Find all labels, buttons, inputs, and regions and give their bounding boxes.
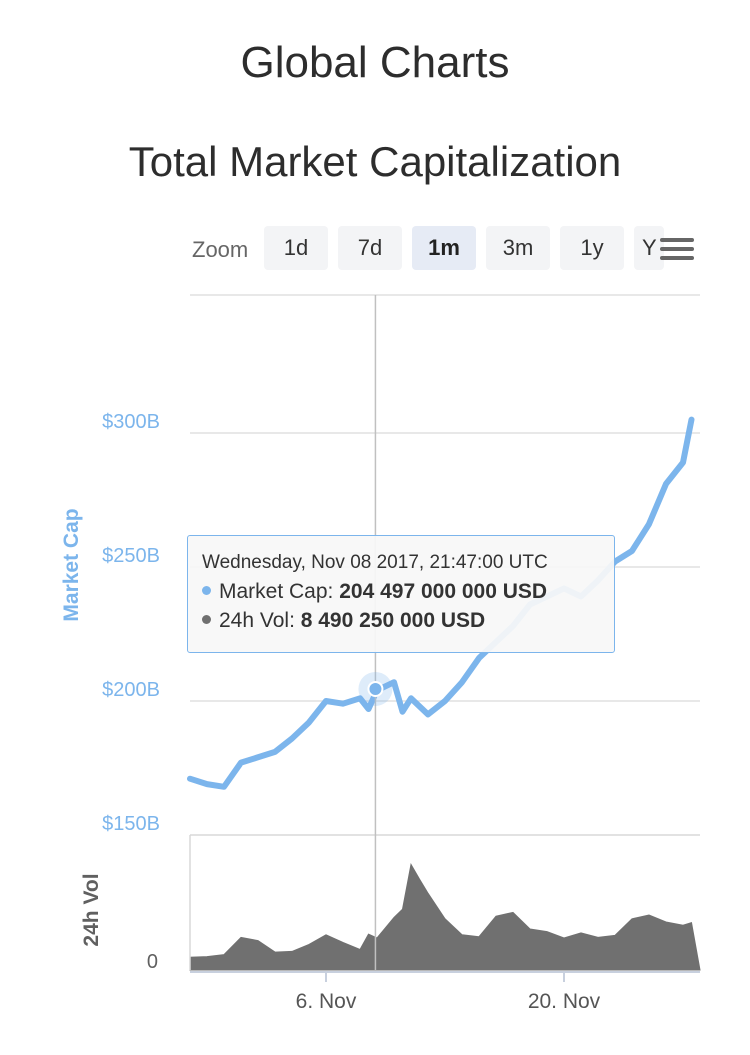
y-tick-label: $200B	[102, 679, 160, 701]
volume-series	[189, 835, 701, 971]
tooltip-market-cap-value: 204 497 000 000 USD	[339, 580, 548, 603]
page-title: Global Charts	[240, 38, 510, 87]
y-tick-label: $300B	[102, 411, 160, 433]
tooltip-volume-row: 24h Vol: 8 490 250 000 USD	[202, 609, 614, 633]
tooltip-date: Wednesday, Nov 08 2017, 21:47:00 UTC	[202, 552, 548, 573]
y-axis-label: Market Cap	[60, 508, 83, 621]
market-cap-dot-icon	[202, 585, 211, 595]
zoom-1m-button[interactable]: 1m	[412, 226, 476, 270]
tooltip: Wednesday, Nov 08 2017, 21:47:00 UTC Mar…	[187, 535, 615, 653]
menu-icon[interactable]	[660, 238, 694, 262]
hover-marker	[367, 680, 384, 697]
x-axis: 6. Nov 20. Nov	[190, 971, 700, 1013]
x-tick-label: 20. Nov	[528, 990, 601, 1013]
y-axis-ticks: $150B $200B $250B $300B	[102, 411, 160, 835]
y-tick-label: $250B	[102, 545, 160, 567]
volume-axis-tick: 0	[147, 951, 158, 973]
tooltip-market-cap-row: Market Cap: 204 497 000 000 USD	[202, 580, 614, 604]
volume-area	[189, 862, 701, 971]
x-tick-label: 6. Nov	[296, 990, 357, 1013]
tooltip-volume-value: 8 490 250 000 USD	[300, 609, 486, 632]
tooltip-volume-label: 24h Vol:	[219, 609, 301, 632]
zoom-ytd-button[interactable]: Y	[634, 226, 664, 270]
tooltip-market-cap-label: Market Cap:	[219, 580, 340, 603]
volume-dot-icon	[202, 614, 211, 624]
volume-axis-label: 24h Vol	[80, 873, 103, 946]
zoom-bar: Zoom 1d 7d 1m 3m 1y Y	[0, 226, 750, 270]
zoom-7d-button[interactable]: 7d	[338, 226, 402, 270]
zoom-1y-button[interactable]: 1y	[560, 226, 624, 270]
zoom-label: Zoom	[192, 237, 249, 262]
zoom-3m-button[interactable]: 3m	[486, 226, 550, 270]
y-tick-label: $150B	[102, 813, 160, 835]
zoom-1d-button[interactable]: 1d	[264, 226, 328, 270]
chart-title: Total Market Capitalization	[128, 138, 622, 185]
